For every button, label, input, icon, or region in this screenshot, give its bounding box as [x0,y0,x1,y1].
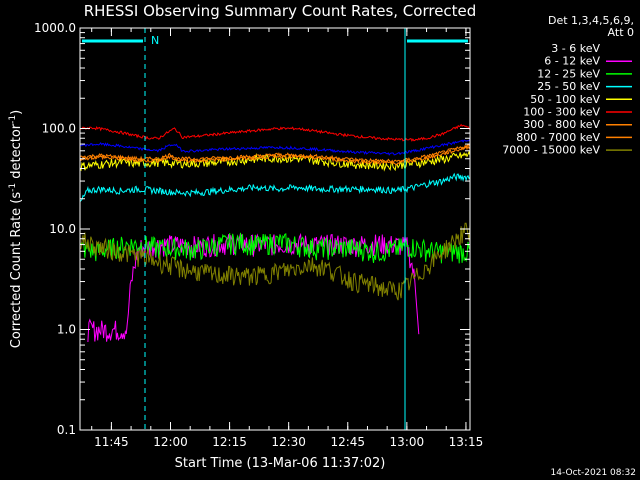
y-axis-label-end: ) [9,110,24,115]
legend-label: 6 - 12 keV [544,55,600,68]
night-marker-label: N [151,34,159,47]
y-tick-label: 10.0 [49,222,76,236]
legend-header-line2: Att 0 [608,26,634,39]
y-axis-label-main: Corrected Count Rate (s [9,192,24,349]
y-tick-label: 1000.0 [34,21,76,35]
y-tick-label: 0.1 [57,423,76,437]
x-tick-label: 12:00 [153,435,188,449]
legend-label: 3 - 6 keV [551,42,600,55]
series-line-6-12-kev [87,232,420,343]
y-axis-label: Corrected Count Rate (s-1 detector-1) [8,110,24,348]
night-bars: N [82,34,468,47]
y-tick-label: 100.0 [42,122,76,136]
timestamp: 14-Oct-2021 08:32 [551,468,636,478]
legend-label: 7000 - 15000 keV [502,144,600,157]
x-tick-label: 12:15 [212,435,247,449]
x-tick-label: 13:00 [390,435,425,449]
x-tick-label: 13:15 [449,435,484,449]
x-tick-label: 11:45 [94,435,129,449]
legend-label: 25 - 50 keV [537,80,600,93]
legend-label: 800 - 7000 keV [516,131,600,144]
legend-label: 12 - 25 keV [537,67,600,80]
x-axis-label: Start Time (13-Mar-06 11:37:02) [175,456,386,471]
series-line-3-6-kev [87,285,420,356]
legend-label: 50 - 100 keV [530,93,600,106]
x-tick-label: 12:30 [271,435,306,449]
x-axis-ticks: 11:45 12:00 12:15 12:30 12:45 13:00 13:15 [91,28,484,449]
chart-title: RHESSI Observing Summary Count Rates, Co… [84,2,477,20]
y-axis-ticks: 0.1 1.0 10.0 100.0 1000.0 [34,21,470,437]
x-tick-label: 12:45 [330,435,365,449]
legend-label: 100 - 300 keV [523,106,600,119]
y-tick-label: 1.0 [57,323,76,337]
legend-label: 300 - 800 keV [523,118,600,131]
y-axis-label-mid: detector [9,123,24,183]
y-axis-label-exp1: -1 [8,183,18,192]
y-axis-label-exp2: -1 [8,115,18,124]
legend-header-line1: Det 1,3,4,5,6,9, [548,14,634,27]
